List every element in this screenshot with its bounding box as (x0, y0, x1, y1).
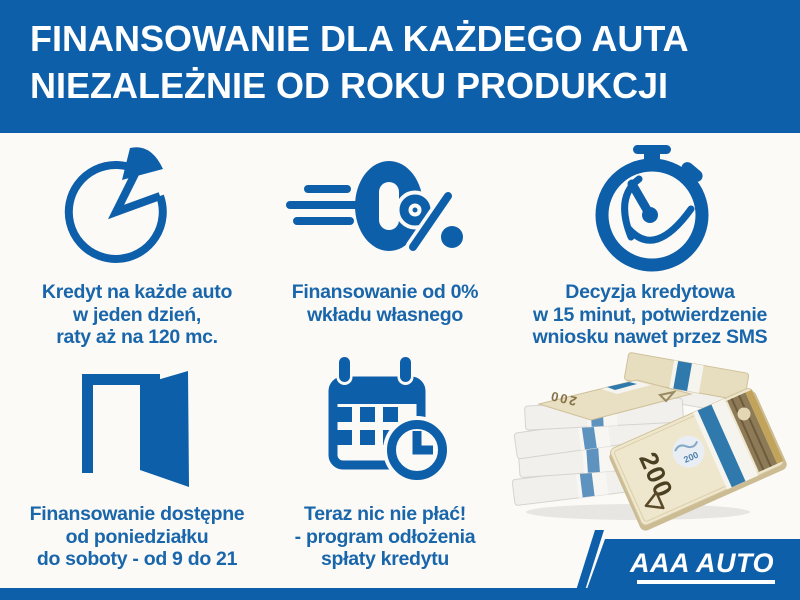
caption-line: w 15 minut, potwierdzenie (532, 303, 768, 326)
caption-line: od poniedziałku (65, 525, 209, 548)
logo-banner (573, 530, 800, 600)
logo-underline (637, 580, 775, 584)
caption-line: do soboty - od 9 do 21 (36, 548, 238, 570)
stopwatch-icon (595, 145, 709, 272)
feature-caption: Decyzja kredytowa w 15 minut, potwierdze… (504, 281, 796, 349)
zero-percent-icon (286, 161, 463, 255)
svg-text:200: 200 (548, 388, 578, 409)
banknotes-photo: 200 200 200 (511, 352, 787, 531)
pie-chart-icon (64, 147, 167, 263)
caption-line: - program odłożenia (294, 525, 476, 548)
caption-line: Kredyt na każde auto (41, 281, 233, 303)
caption-line: wkładu własnego (307, 303, 463, 326)
feature-caption: Finansowanie od 0% wkładu własnego (266, 281, 504, 326)
caption-line: Finansowanie dostępne (29, 503, 245, 525)
feature-cash: 200 200 200 (504, 352, 796, 575)
feature-credit-every-car: Kredyt na każde auto w jeden dzień, raty… (8, 145, 266, 360)
feature-caption: Teraz nic nie płać! - program odłożenia … (266, 503, 504, 571)
caption-line: raty aż na 120 mc. (56, 326, 218, 348)
calendar-clock-icon (328, 355, 451, 484)
feature-deferred-payment: Teraz nic nie płać! - program odłożenia … (266, 355, 504, 575)
caption-line: spłaty kredytu (320, 548, 449, 570)
header-line-2: NIEZALEŻNIE OD ROKU PRODUKCJI (30, 65, 669, 106)
feature-zero-percent: 0% Finansowanie od 0% wkładu własnego (266, 145, 504, 360)
header-line-1: FINANSOWANIE DLA KAŻDEGO AUTA (30, 18, 689, 59)
caption-line: wniosku nawet przez SMS (532, 326, 768, 348)
caption-line: Finansowanie od 0% (291, 281, 479, 303)
open-door-icon (82, 371, 189, 487)
feature-credit-decision: Decyzja kredytowa w 15 minut, potwierdze… (504, 145, 796, 360)
feature-opening-hours: Finansowanie dostępne od poniedziałku do… (8, 360, 266, 575)
feature-caption: Kredyt na każde auto w jeden dzień, raty… (8, 281, 266, 349)
header-banner: FINANSOWANIE DLA KAŻDEGO AUTA NIEZALEŻNI… (0, 0, 800, 133)
caption-line: w jeden dzień, (73, 303, 201, 326)
caption-line: Teraz nic nie płać! (304, 503, 466, 525)
logo-text: AAA AUTO (630, 548, 774, 578)
caption-line: Decyzja kredytowa (565, 281, 735, 303)
feature-caption: Finansowanie dostępne od poniedziałku do… (8, 503, 266, 571)
